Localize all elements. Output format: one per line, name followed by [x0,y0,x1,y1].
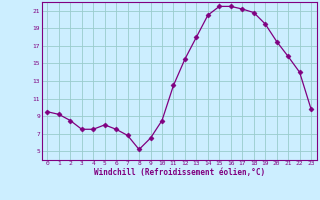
X-axis label: Windchill (Refroidissement éolien,°C): Windchill (Refroidissement éolien,°C) [94,168,265,177]
